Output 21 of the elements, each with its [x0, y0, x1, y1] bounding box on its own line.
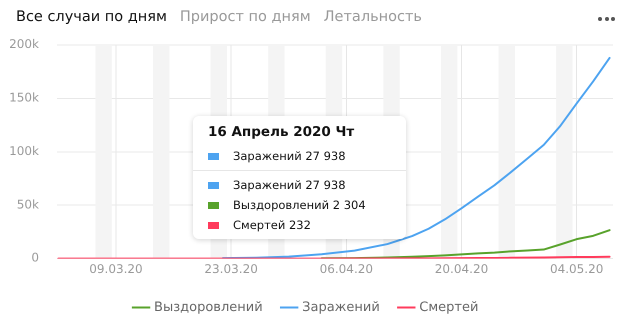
annotation: Заражений 27 938 — [233, 149, 346, 163]
x-tick-label: 09.03.20 — [89, 262, 143, 276]
chart-title: Все случаи по дням — [16, 9, 167, 25]
legend-label: Смертей — [419, 300, 478, 315]
annotation: Смертей 232 — [233, 218, 311, 232]
text: Летальность — [324, 9, 422, 25]
legend-label: Заражений — [302, 300, 380, 315]
y-tick-label: 0 — [31, 250, 39, 265]
annotation: Выздоровлений 2 304 — [233, 198, 366, 212]
x-tick-label: 06.04.20 — [320, 262, 374, 276]
annotation: 16 Апрель 2020 Чт — [207, 123, 356, 142]
x-tick-label: 04.05.20 — [550, 262, 604, 276]
y-tick-label: 200k — [9, 37, 40, 52]
legend-label: Выздоровлений — [154, 300, 263, 315]
y-tick-label: 100k — [9, 144, 40, 158]
y-tick-label: 50k — [16, 197, 40, 212]
y-tick-label: 150k — [9, 90, 40, 105]
x-tick-label: 23.03.20 — [204, 262, 258, 276]
annotation: Заражений 27 938 — [233, 178, 346, 192]
x-tick-label: 20.04.20 — [434, 262, 488, 276]
text: Прирост по дням — [180, 9, 311, 25]
